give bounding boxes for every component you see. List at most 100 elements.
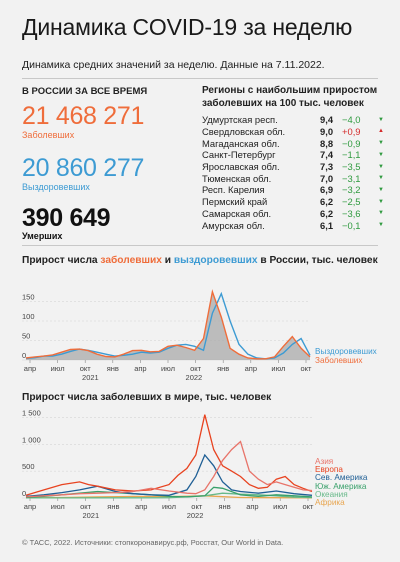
legend-item: Африка [315,498,345,507]
arrow-down-icon: ▼ [378,186,384,193]
region-value: 7,4 [320,149,334,161]
region-row: Санкт-Петербург 7,4 −1,1 ▼ [202,149,384,161]
region-delta: −3,6 [342,207,361,219]
legend-item: Юж. Америка [315,481,367,491]
region-value: 6,2 [320,207,334,219]
year-label: 2021 [82,373,99,382]
russia-totals-heading: В России за все время [22,86,148,97]
recovered-total: 20 860 277 [22,154,145,182]
region-value: 9,0 [320,125,334,137]
arrow-down-icon: ▼ [378,198,384,205]
region-value: 6,9 [320,184,334,196]
region-row: Удмуртская респ. 9,4 −4,0 ▼ [202,114,384,126]
russia-chart: 0 50 100 150 апр июл окт янв апр июл окт янв апр июл о… [22,289,313,382]
region-name: Амурская обл. [202,219,265,231]
x-tick-label: апр [135,502,147,511]
arrow-up-icon: ▲ [378,128,384,135]
legend-recovered: Выздоровевших [315,347,377,356]
divider-mid [22,245,378,246]
legend-infected: Заболевших [315,356,363,365]
arrow-down-icon: ▼ [378,210,384,217]
y-tick-label: 1 000 [22,435,41,444]
y-tick-label: 150 [22,293,35,302]
region-name: Тюменская обл. [202,172,272,184]
region-delta: −3,5 [342,161,361,173]
region-delta: −3,2 [342,184,361,196]
deaths-total-label: Умерших [22,231,63,241]
region-value: 8,8 [320,137,334,149]
region-row: Свердловская обл. 9,0 +0,9 ▲ [202,125,384,138]
region-row: Самарская обл. 6,2 −3,6 ▼ [202,207,384,220]
divider-top [22,78,378,79]
x-tick-label: янв [107,364,119,373]
arrow-down-icon: ▼ [378,140,384,147]
series-line [25,440,313,498]
legend-item: Европа [315,465,343,475]
legend-item: Океания [315,489,348,499]
x-tick-label: апр [134,364,146,373]
arrow-down-icon: ▼ [378,151,384,158]
x-tick-label: июл [161,364,175,373]
x-tick-label: окт [301,364,313,373]
russia-chart-title-part1: Прирост числа [22,255,101,266]
arrow-down-icon: ▼ [378,163,384,170]
region-name: Респ. Карелия [202,184,265,196]
series-line [26,492,313,499]
legend-item: Сев. Америка [315,473,368,483]
page-subtitle: Динамика средних значений за неделю. Дан… [22,59,325,71]
x-tick-label: июл [51,502,65,511]
infected-total: 21 468 271 [22,102,145,130]
russia-chart-title-infected: заболевших [100,255,162,266]
region-row: Магаданская обл. 8,8 −0,9 ▼ [202,137,384,149]
region-name: Свердловская обл. [202,125,286,137]
x-tick-label: апр [245,364,257,373]
world-chart: 0 500 1 000 1 500 апр июл окт янв апр июл окт янв ап… [22,408,315,520]
region-value: 6,1 [320,219,334,231]
region-value: 7,0 [320,172,334,184]
x-tick-label: янв [217,364,229,373]
x-tick-label: янв [107,502,119,511]
region-row: Амурская обл. 6,1 −0,1 ▼ [202,219,384,231]
region-delta: −2,5 [342,196,361,208]
x-tick-label: июл [51,364,65,373]
region-name: Магаданская обл. [202,137,280,149]
year-label: 2022 [186,373,203,382]
x-tick-label: апр [24,364,36,373]
region-value: 6,2 [320,196,334,208]
region-delta: −1,1 [342,149,361,161]
region-delta: −3,1 [342,172,361,184]
region-value: 9,4 [320,114,334,126]
y-tick-label: 500 [22,462,35,471]
x-tick-label: окт [80,502,92,511]
russia-chart-title: Прирост числа заболевших и выздоровевших… [22,255,378,266]
page-title: Динамика COVID-19 за неделю [22,14,353,40]
series-line [25,453,313,498]
region-delta: −0,9 [342,137,361,149]
region-name: Ярославская обл. [202,161,280,173]
region-delta: +0,9 [342,125,361,137]
region-row: Пермский край 6,2 −2,5 ▼ [202,196,384,208]
x-tick-label: янв [219,502,231,511]
arrow-down-icon: ▼ [378,175,384,182]
russia-chart-title-part5: в России, тыс. человек [257,255,378,266]
infected-total-label: Заболевших [22,130,75,140]
footer-source: © ТАСС, 2022. Источники: стопкоронавирус… [22,538,284,547]
russia-chart-title-part3: и [161,255,174,266]
x-tick-label: апр [24,502,36,511]
arrow-down-icon: ▼ [378,222,384,229]
region-row: Ярославская обл. 7,3 −3,5 ▼ [202,161,384,173]
region-row: Тюменская обл. 7,0 −3,1 ▼ [202,172,384,185]
region-row: Респ. Карелия 6,9 −3,2 ▼ [202,184,384,196]
arrow-down-icon: ▼ [378,116,384,123]
world-chart-title: Прирост числа заболевших в мире, тыс. че… [22,392,272,403]
x-tick-label: окт [303,502,315,511]
y-tick-label: 1 500 [22,408,41,417]
x-tick-label: окт [80,364,92,373]
y-tick-label: 0 [22,489,26,498]
x-tick-label: окт [190,364,202,373]
x-tick-label: июл [273,502,287,511]
recovered-line [25,291,311,360]
y-tick-label: 100 [22,312,35,321]
region-value: 7,3 [320,161,334,173]
infected-line [25,289,311,360]
